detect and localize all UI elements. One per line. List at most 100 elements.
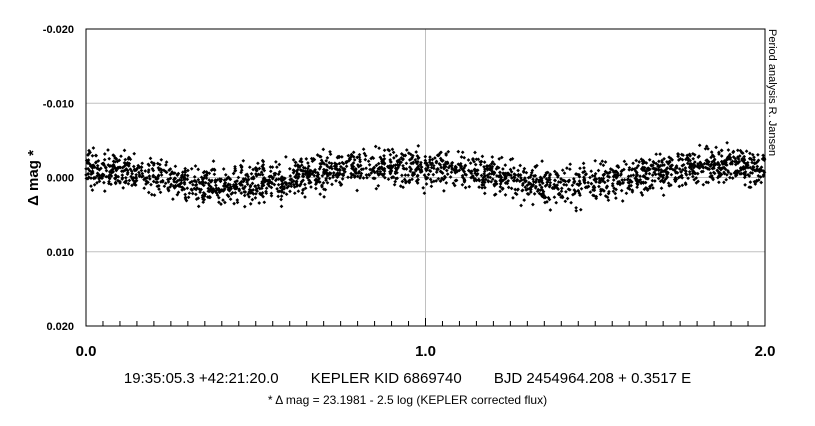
data-point bbox=[228, 197, 233, 202]
data-point bbox=[334, 164, 339, 169]
data-point bbox=[503, 163, 508, 167]
data-point bbox=[242, 204, 247, 209]
data-point bbox=[104, 168, 109, 173]
data-point bbox=[606, 178, 610, 183]
data-point bbox=[196, 167, 201, 172]
data-point bbox=[406, 179, 411, 183]
data-point bbox=[120, 165, 125, 170]
data-point bbox=[121, 186, 126, 190]
data-point bbox=[92, 165, 97, 170]
data-point bbox=[107, 164, 112, 168]
data-point bbox=[690, 163, 695, 167]
data-point bbox=[148, 156, 153, 161]
data-point bbox=[466, 168, 471, 173]
data-point bbox=[640, 193, 645, 197]
data-point bbox=[437, 161, 442, 166]
data-point bbox=[337, 180, 342, 185]
data-point bbox=[492, 162, 497, 167]
data-point bbox=[532, 192, 537, 196]
data-point bbox=[363, 153, 368, 158]
data-point bbox=[154, 180, 159, 185]
data-point bbox=[393, 179, 398, 184]
data-point bbox=[211, 186, 215, 191]
x-tick-label: 2.0 bbox=[755, 343, 776, 360]
data-point bbox=[260, 158, 265, 163]
data-point bbox=[171, 177, 176, 182]
data-point bbox=[606, 198, 611, 203]
data-point bbox=[190, 191, 195, 196]
data-point bbox=[460, 175, 465, 180]
data-point bbox=[688, 172, 692, 177]
data-point bbox=[693, 160, 697, 164]
data-point bbox=[398, 184, 403, 188]
data-point bbox=[164, 160, 169, 164]
data-point bbox=[163, 169, 168, 174]
data-point bbox=[107, 175, 112, 180]
data-point bbox=[479, 173, 484, 178]
data-point bbox=[250, 197, 255, 202]
data-point bbox=[391, 150, 396, 155]
data-point bbox=[390, 175, 395, 179]
data-point bbox=[223, 180, 228, 185]
data-point bbox=[494, 167, 499, 171]
data-point bbox=[616, 164, 620, 168]
data-point bbox=[683, 166, 688, 170]
data-point bbox=[531, 202, 535, 207]
data-point bbox=[329, 161, 334, 166]
data-point bbox=[340, 155, 344, 159]
data-point bbox=[456, 149, 461, 154]
data-point bbox=[399, 152, 404, 156]
data-point bbox=[373, 144, 378, 149]
data-point bbox=[86, 160, 90, 165]
data-point bbox=[100, 176, 104, 181]
data-point bbox=[368, 167, 372, 172]
data-point bbox=[369, 156, 373, 161]
data-point bbox=[409, 156, 414, 161]
data-point bbox=[483, 167, 487, 171]
data-point bbox=[176, 183, 180, 188]
data-point bbox=[268, 169, 273, 174]
data-point bbox=[619, 169, 624, 174]
data-point bbox=[429, 180, 434, 184]
data-point bbox=[490, 177, 495, 182]
data-point bbox=[250, 181, 255, 186]
data-point bbox=[168, 167, 173, 171]
data-point bbox=[89, 176, 93, 180]
data-point bbox=[335, 155, 340, 160]
data-point bbox=[183, 166, 188, 171]
data-point bbox=[235, 198, 240, 202]
data-point bbox=[724, 158, 729, 162]
data-point bbox=[292, 191, 297, 196]
data-point bbox=[678, 156, 683, 161]
data-point bbox=[559, 186, 564, 191]
data-point bbox=[86, 172, 90, 176]
data-point bbox=[249, 171, 254, 176]
data-point bbox=[222, 188, 226, 192]
data-point bbox=[468, 161, 473, 165]
data-point bbox=[444, 151, 448, 156]
data-point bbox=[399, 160, 403, 165]
data-point bbox=[111, 162, 116, 167]
data-point bbox=[92, 182, 97, 187]
data-point bbox=[194, 192, 198, 197]
data-point bbox=[482, 169, 487, 174]
data-point bbox=[294, 179, 299, 184]
data-point bbox=[571, 177, 576, 181]
data-point bbox=[732, 171, 737, 175]
data-point bbox=[351, 150, 356, 155]
data-point bbox=[320, 173, 325, 178]
data-point bbox=[431, 172, 436, 177]
data-point bbox=[438, 151, 443, 155]
data-point bbox=[221, 184, 226, 188]
data-point bbox=[352, 175, 357, 179]
data-point bbox=[453, 164, 458, 169]
data-point bbox=[426, 163, 430, 168]
data-point bbox=[542, 193, 546, 198]
data-point bbox=[321, 181, 326, 185]
data-point bbox=[591, 185, 596, 190]
data-point bbox=[331, 171, 336, 175]
data-point bbox=[175, 192, 180, 197]
data-point bbox=[330, 166, 334, 171]
data-point bbox=[449, 170, 454, 175]
data-point bbox=[291, 182, 296, 187]
